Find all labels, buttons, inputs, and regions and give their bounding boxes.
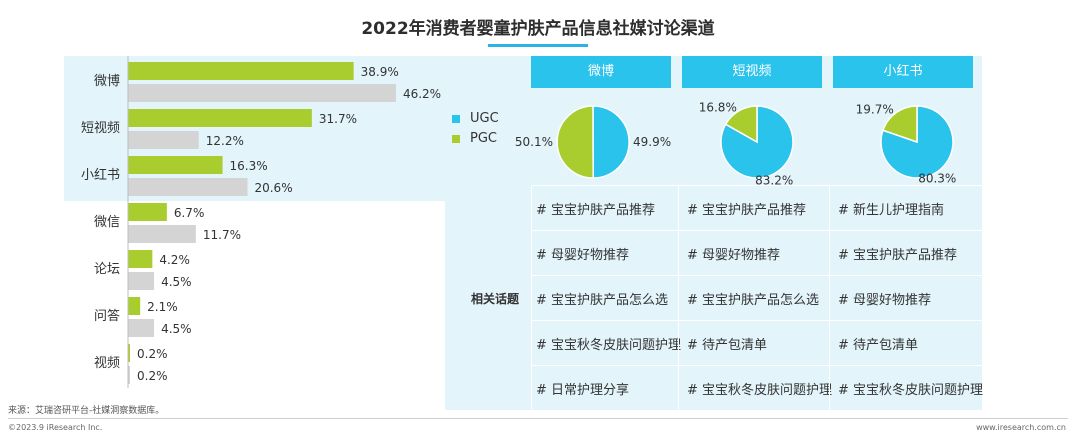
source-note: 来源：艾瑞咨研平台-社媒洞察数据库。 <box>8 406 165 416</box>
bar <box>128 156 223 174</box>
grid-row-divider <box>531 185 982 186</box>
topic-cell: # 宝宝秋冬皮肤问题护理 <box>687 383 833 398</box>
bar-value-label: 20.6% <box>254 181 292 195</box>
legend-ugc: UGC <box>452 111 499 126</box>
bar <box>128 62 354 80</box>
topic-cell: # 宝宝秋冬皮肤问题护理 <box>838 383 984 398</box>
bar-value-label: 0.2% <box>137 369 168 383</box>
grid-row-divider <box>531 275 982 276</box>
bar <box>128 297 141 315</box>
pie-slice <box>724 105 758 144</box>
header-weibo: 微博 <box>531 56 671 88</box>
pie-value-label: 80.3% <box>918 172 956 186</box>
pie-value-label: 19.7% <box>856 102 894 116</box>
topic-cell: # 宝宝护肤产品推荐 <box>687 203 807 218</box>
topic-cell: # 母婴好物推荐 <box>838 293 932 308</box>
header-short-video: 短视频 <box>682 56 822 88</box>
legend-ugc-swatch <box>452 114 460 123</box>
bar-value-label: 16.3% <box>230 159 268 173</box>
topic-cell: # 宝宝护肤产品怎么选 <box>536 293 669 308</box>
copyright: ©2023.9 iResearch Inc. <box>8 423 103 432</box>
pie-value-label: 49.9% <box>633 135 671 149</box>
bar <box>128 366 130 384</box>
pie-value-label: 50.1% <box>515 135 553 149</box>
category-label: 微信 <box>94 215 120 230</box>
bar-value-label: 4.5% <box>161 322 192 336</box>
bar <box>128 272 155 290</box>
legend-pgc-swatch <box>452 134 460 143</box>
bar <box>128 250 153 268</box>
header-xiaohongshu: 小红书 <box>833 56 973 88</box>
bar-value-label: 2.1% <box>147 300 178 314</box>
chart-title: 2022年消费者婴童护肤产品信息社媒讨论渠道 <box>361 19 715 39</box>
bar <box>128 131 199 149</box>
category-label: 问答 <box>94 308 120 324</box>
pie-value-label: 83.2% <box>755 174 793 188</box>
topic-cell: # 宝宝护肤产品推荐 <box>838 248 958 263</box>
pie-value-label: 16.8% <box>699 100 737 114</box>
topic-cell: # 宝宝秋冬皮肤问题护理 <box>536 338 682 353</box>
topics-label: 相关话题 <box>470 292 519 306</box>
legend-pgc: PGC <box>452 131 497 146</box>
grid-column-divider <box>531 185 532 410</box>
grid-row-divider <box>531 320 982 321</box>
category-label: 视频 <box>94 356 120 371</box>
bar-chart: 微博 38.9% 46.2% 短视频 31.7% 12.2% 小红书 16.3% 20.6% 微信… <box>64 56 445 388</box>
topic-cell: # 宝宝护肤产品推荐 <box>536 203 656 218</box>
category-label: 微博 <box>94 74 120 89</box>
topic-cell: # 待产包清单 <box>838 338 919 353</box>
footer-divider <box>8 418 1068 419</box>
bar <box>128 178 248 196</box>
grid-column-divider <box>829 185 830 410</box>
bar <box>128 344 130 362</box>
title-underline <box>488 44 588 47</box>
topic-cell: # 宝宝护肤产品怎么选 <box>687 293 820 308</box>
bar-value-label: 31.7% <box>319 112 357 126</box>
category-label: 论坛 <box>94 262 120 277</box>
pie-slice <box>882 105 918 144</box>
bar-value-label: 46.2% <box>403 87 441 101</box>
topic-cell: # 待产包清单 <box>687 338 768 353</box>
grid-column-divider <box>678 185 679 410</box>
topic-cell: # 母婴好物推荐 <box>536 248 630 263</box>
bar-value-label: 38.9% <box>361 65 399 79</box>
pie-slice <box>556 105 594 179</box>
bar <box>128 225 196 243</box>
bar <box>128 84 396 102</box>
bar-value-label: 4.5% <box>161 275 192 289</box>
category-label: 短视频 <box>81 121 120 136</box>
bar <box>128 319 155 337</box>
bar <box>128 203 167 221</box>
pie-slice <box>592 105 630 179</box>
legend-ugc-label: UGC <box>470 111 499 126</box>
bar-value-label: 6.7% <box>174 206 205 220</box>
legend-pgc-label: PGC <box>470 131 497 146</box>
topic-cell: # 新生儿护理指南 <box>838 203 945 218</box>
pie-charts: 49.9% 50.1% 83.2% 16.8% 80.3% 19.7% <box>515 100 956 188</box>
grid-row-divider <box>531 410 982 411</box>
bar-value-label: 4.2% <box>159 253 190 267</box>
bar-value-label: 12.2% <box>206 134 244 148</box>
topic-cell: # 日常护理分享 <box>536 383 630 398</box>
bar-value-label: 11.7% <box>203 228 241 242</box>
bar-value-label: 0.2% <box>137 347 168 361</box>
website: www.iresearch.com.cn <box>976 423 1066 432</box>
grid-row-divider <box>531 230 982 231</box>
topic-cell: # 母婴好物推荐 <box>687 248 781 263</box>
grid-row-divider <box>531 365 982 366</box>
category-label: 小红书 <box>81 167 120 183</box>
bar <box>128 109 312 127</box>
